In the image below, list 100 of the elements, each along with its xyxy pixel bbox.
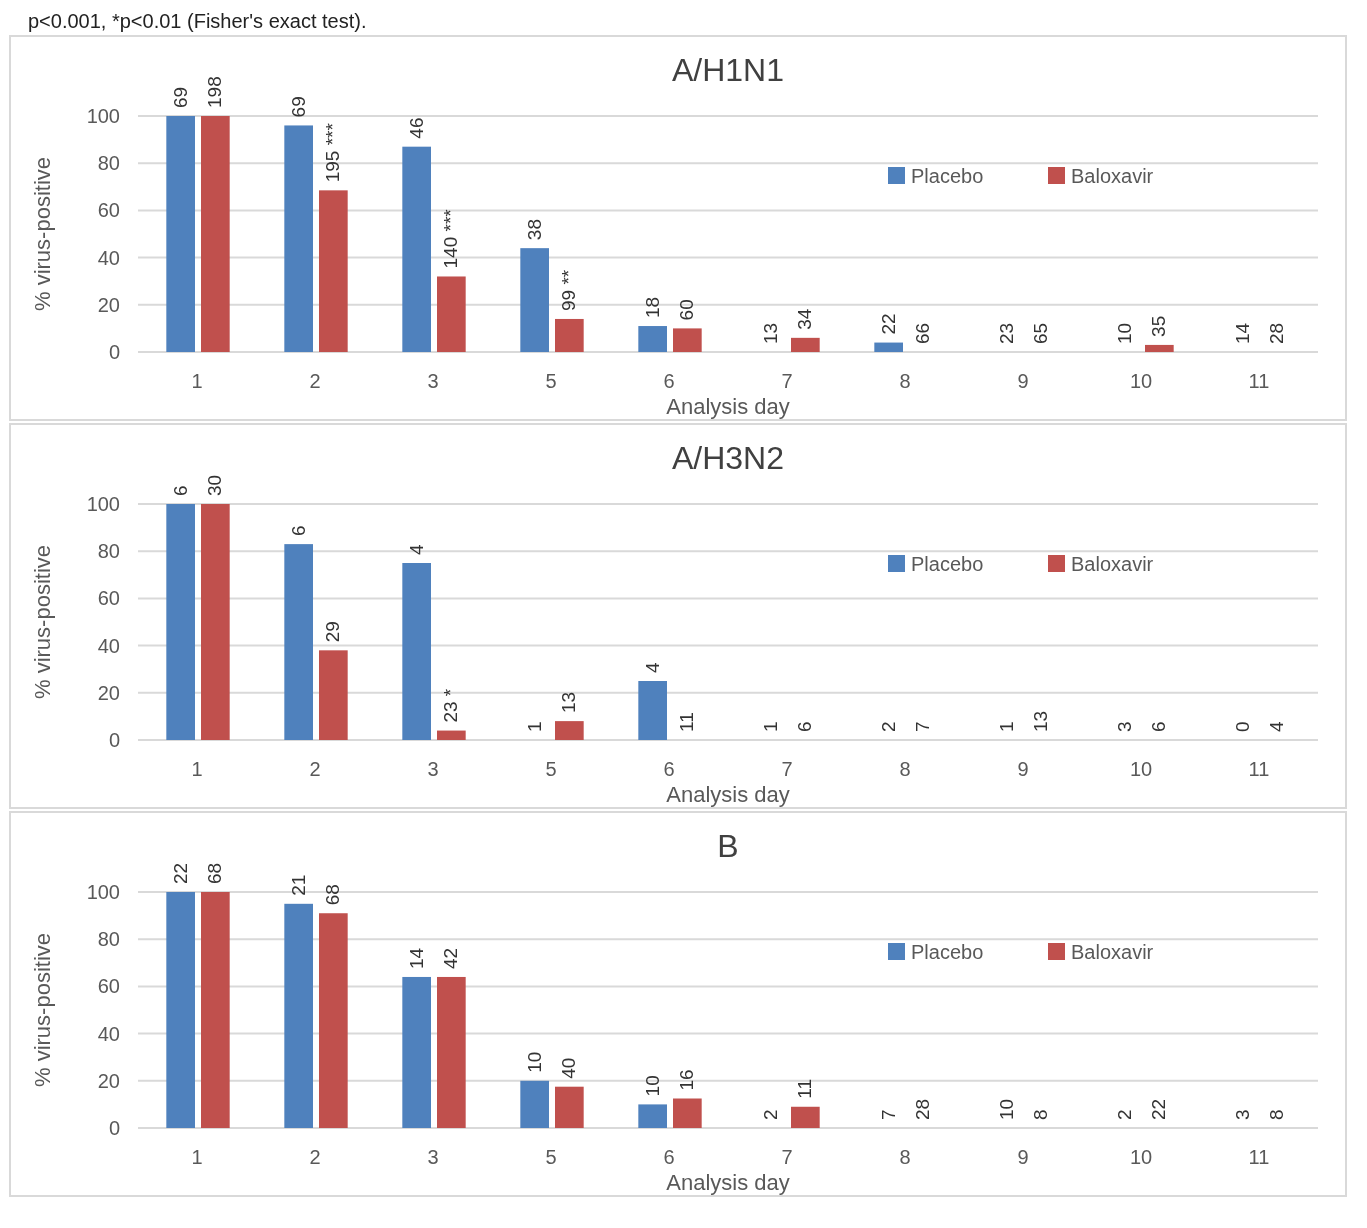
bar bbox=[402, 146, 431, 352]
annotation: 68 bbox=[204, 862, 226, 884]
annotation: 140 *** bbox=[440, 208, 462, 269]
x-tick-label: 8 bbox=[899, 758, 911, 780]
legend-label: Placebo bbox=[911, 941, 984, 963]
x-axis-title: Analysis day bbox=[666, 1170, 790, 1195]
annotation: 38 bbox=[523, 219, 545, 241]
annotation: 28 bbox=[912, 1098, 934, 1120]
bar bbox=[791, 337, 820, 352]
annotation: 2 bbox=[759, 1109, 781, 1120]
text: p<0.001, *p<0.01 (Fisher's exact test). bbox=[28, 10, 367, 32]
y-tick-label: 100 bbox=[86, 493, 120, 515]
bar bbox=[638, 326, 667, 352]
annotation: 3 bbox=[1113, 721, 1135, 732]
y-tick-label: 40 bbox=[97, 634, 120, 657]
bar bbox=[874, 342, 903, 352]
annotation: 10 bbox=[995, 1098, 1017, 1120]
annotation: 0 bbox=[1231, 721, 1253, 732]
x-tick-label: 8 bbox=[899, 1146, 911, 1168]
legend-label: Baloxavir bbox=[1071, 165, 1154, 187]
legend-label: Baloxavir bbox=[1071, 941, 1154, 963]
legend-label: Placebo bbox=[911, 553, 984, 575]
y-tick-label: 40 bbox=[97, 1022, 120, 1045]
annotation: 6 bbox=[287, 525, 309, 537]
y-tick-label: 20 bbox=[97, 293, 120, 316]
chart-title: A/H1N1 bbox=[671, 52, 785, 88]
x-tick-label: 5 bbox=[545, 758, 557, 780]
x-tick-label: 7 bbox=[781, 758, 793, 780]
y-tick-label: 60 bbox=[97, 199, 120, 222]
bar bbox=[1145, 344, 1174, 352]
bar bbox=[437, 730, 466, 740]
bar bbox=[437, 276, 466, 352]
y-axis-title: % virus-positive bbox=[30, 544, 55, 700]
annotation: 16 bbox=[676, 1069, 698, 1091]
x-tick-label: 6 bbox=[663, 370, 675, 392]
x-tick-label: 1 bbox=[191, 758, 203, 780]
x-tick-label: 6 bbox=[663, 758, 675, 780]
bar bbox=[201, 116, 230, 352]
x-tick-label: 2 bbox=[309, 758, 321, 780]
x-tick-label: 7 bbox=[781, 1146, 793, 1168]
annotation: 22 bbox=[169, 862, 191, 884]
annotation: 21 bbox=[287, 874, 309, 896]
x-tick-label: 3 bbox=[427, 758, 439, 780]
annotation: 28 bbox=[1266, 322, 1288, 344]
annotation: 7 bbox=[912, 721, 934, 732]
bar bbox=[284, 125, 313, 352]
bar bbox=[402, 563, 431, 740]
annotation: 65 bbox=[1030, 322, 1052, 344]
bar bbox=[319, 190, 348, 352]
annotation: 1 bbox=[523, 721, 545, 732]
annotation: 11 bbox=[794, 1079, 816, 1099]
annotation: 46 bbox=[405, 117, 427, 139]
chart-title: B bbox=[717, 828, 739, 864]
x-tick-label: 3 bbox=[427, 370, 439, 392]
bar bbox=[166, 892, 195, 1128]
bar bbox=[402, 976, 431, 1128]
annotation: 68 bbox=[322, 884, 344, 906]
annotation: 69 bbox=[287, 96, 309, 118]
annotation: 10 bbox=[1113, 322, 1135, 344]
annotation: 13 bbox=[558, 691, 580, 714]
annotation: 6 bbox=[169, 485, 191, 496]
bar bbox=[791, 1106, 820, 1128]
y-tick-label: 0 bbox=[108, 341, 120, 363]
annotation: 11 bbox=[676, 712, 698, 732]
annotation: 2 bbox=[877, 721, 899, 732]
annotation: 7 bbox=[877, 1109, 899, 1120]
x-tick-label: 8 bbox=[899, 370, 911, 392]
bar bbox=[319, 650, 348, 740]
y-tick-label: 20 bbox=[97, 681, 120, 704]
x-tick-label: 5 bbox=[545, 1146, 557, 1168]
bar bbox=[638, 681, 667, 740]
annotation: 29 bbox=[322, 621, 344, 643]
x-tick-label: 11 bbox=[1248, 1146, 1270, 1168]
bar bbox=[166, 504, 195, 740]
annotation: 40 bbox=[558, 1057, 580, 1079]
annotation: 2 bbox=[1113, 1109, 1135, 1120]
y-tick-label: 100 bbox=[86, 881, 120, 903]
legend-label: Baloxavir bbox=[1071, 553, 1154, 575]
bar bbox=[673, 328, 702, 352]
annotation: 23 bbox=[995, 322, 1017, 344]
x-tick-label: 10 bbox=[1129, 370, 1153, 392]
annotation: 8 bbox=[1266, 1109, 1288, 1120]
annotation: 10 bbox=[641, 1075, 663, 1097]
y-axis-title: % virus-positive bbox=[30, 156, 55, 312]
x-tick-label: 5 bbox=[545, 370, 557, 392]
bar bbox=[319, 913, 348, 1128]
x-tick-label: 9 bbox=[1017, 758, 1029, 780]
annotation: 6 bbox=[1148, 721, 1170, 732]
annotation: 4 bbox=[1266, 721, 1288, 732]
annotation: 42 bbox=[440, 947, 462, 969]
annotation: 18 bbox=[641, 296, 663, 319]
annotation: 6 bbox=[794, 721, 816, 732]
annotation: 1 bbox=[995, 721, 1017, 732]
bar bbox=[555, 318, 584, 352]
bar bbox=[520, 1080, 549, 1128]
annotation: 13 bbox=[759, 322, 781, 344]
bar bbox=[555, 1086, 584, 1128]
x-tick-label: 1 bbox=[191, 370, 203, 392]
x-tick-label: 9 bbox=[1017, 370, 1029, 392]
x-axis-title: Analysis day bbox=[666, 394, 790, 419]
